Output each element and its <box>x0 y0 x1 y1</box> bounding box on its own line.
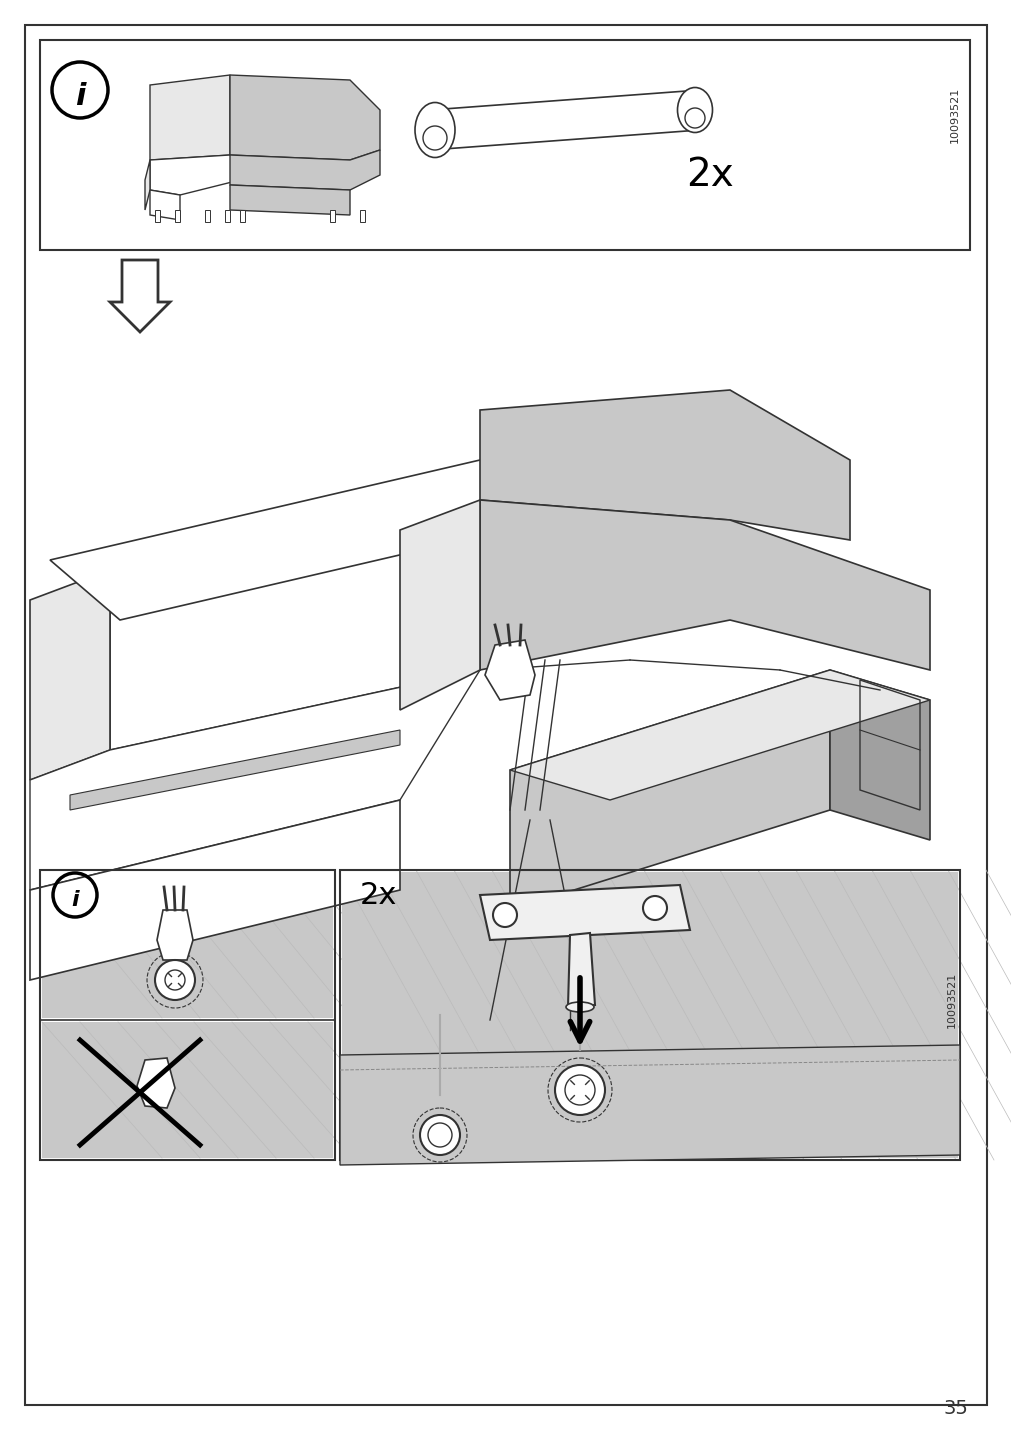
Polygon shape <box>110 261 170 332</box>
Polygon shape <box>157 909 193 959</box>
Circle shape <box>420 1116 460 1156</box>
Circle shape <box>684 107 705 127</box>
Circle shape <box>155 959 195 1000</box>
Polygon shape <box>829 670 929 841</box>
Text: i: i <box>75 82 85 110</box>
Polygon shape <box>229 150 379 190</box>
Polygon shape <box>430 90 700 150</box>
Text: 2x: 2x <box>360 881 397 909</box>
Text: i: i <box>71 891 79 909</box>
Bar <box>224 211 229 222</box>
Circle shape <box>423 126 447 150</box>
Bar <box>360 211 365 222</box>
Circle shape <box>642 896 666 919</box>
Bar <box>40 871 335 1160</box>
Bar <box>42 1022 333 1158</box>
Circle shape <box>492 904 517 927</box>
Polygon shape <box>479 885 690 939</box>
Polygon shape <box>229 185 350 215</box>
Polygon shape <box>150 190 180 221</box>
Bar <box>330 211 335 222</box>
Bar <box>340 871 959 1160</box>
Bar <box>155 211 160 222</box>
Bar <box>175 211 180 222</box>
Polygon shape <box>150 74 229 160</box>
Polygon shape <box>145 160 150 211</box>
Polygon shape <box>30 670 479 891</box>
Polygon shape <box>136 1058 175 1108</box>
Polygon shape <box>340 1045 959 1166</box>
Polygon shape <box>479 500 929 670</box>
Bar <box>40 40 969 251</box>
Ellipse shape <box>565 1002 593 1012</box>
Text: 2x: 2x <box>685 156 733 193</box>
Text: 35: 35 <box>942 1399 968 1418</box>
Bar <box>342 872 957 1158</box>
Bar <box>42 872 333 1018</box>
Polygon shape <box>399 500 479 710</box>
Polygon shape <box>510 670 929 800</box>
Polygon shape <box>110 490 479 750</box>
Text: 10093521: 10093521 <box>949 87 959 143</box>
Polygon shape <box>150 155 260 195</box>
Polygon shape <box>479 390 849 540</box>
Bar <box>205 211 210 222</box>
Bar <box>240 211 245 222</box>
Circle shape <box>554 1065 605 1116</box>
Polygon shape <box>229 74 379 160</box>
Polygon shape <box>484 640 535 700</box>
Polygon shape <box>510 670 829 909</box>
Polygon shape <box>50 460 549 620</box>
Ellipse shape <box>415 103 455 158</box>
Polygon shape <box>70 730 399 811</box>
Polygon shape <box>567 934 594 1007</box>
Ellipse shape <box>676 87 712 133</box>
Text: 10093521: 10093521 <box>946 972 956 1028</box>
Polygon shape <box>30 570 110 780</box>
Polygon shape <box>30 800 399 979</box>
